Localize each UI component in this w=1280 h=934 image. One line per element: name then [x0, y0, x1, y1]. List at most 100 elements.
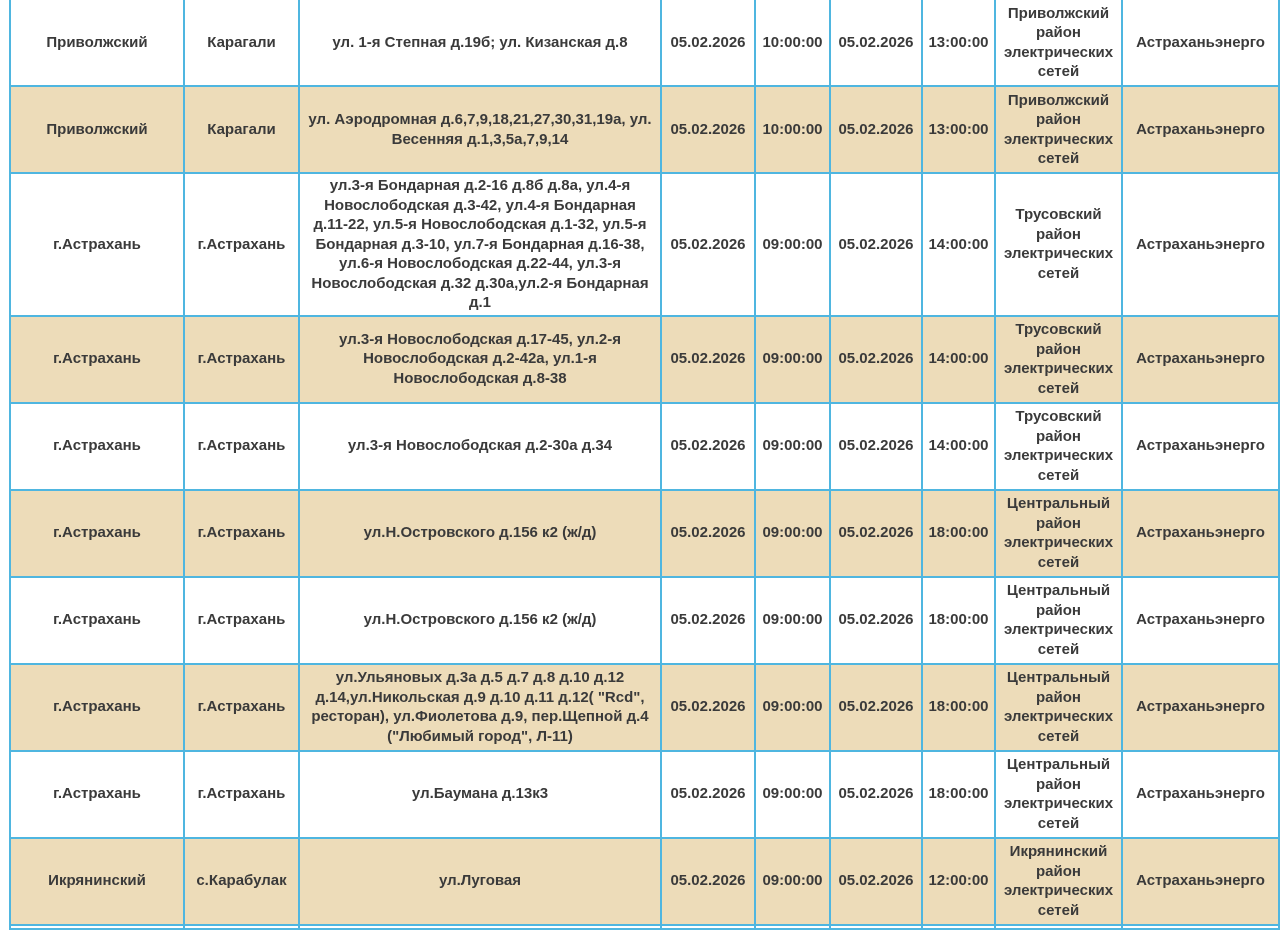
cell-grid-district: Центральный район электрических сетей	[994, 662, 1123, 752]
cell-district: Приволжский	[9, 0, 185, 87]
cell-district: г.Астрахань	[9, 314, 185, 404]
cell-settlement: г.Астрахань	[183, 401, 300, 491]
cell-settlement: г.Астрахань	[183, 575, 300, 665]
cell-end-time: 13:00:00	[921, 85, 996, 174]
cell-grid-district: Центральный район электрических сетей	[994, 575, 1123, 665]
cell-streets: ул.Луговая	[298, 836, 662, 926]
cell-streets: ул.Н.Островского д.156 к2 (ж/д)	[298, 488, 662, 578]
cell-empty	[921, 923, 996, 930]
cell-company: Астраханьэнерго	[1121, 314, 1280, 404]
cell-settlement: Карагали	[183, 0, 300, 87]
cell-settlement: г.Астрахань	[183, 749, 300, 839]
cell-settlement: Карагали	[183, 85, 300, 174]
outage-schedule-table: Приволжский Карагали ул. 1-я Степная д.19б…	[9, 0, 1280, 930]
cell-end-time: 14:00:00	[921, 401, 996, 491]
cell-start-time: 09:00:00	[754, 575, 831, 665]
cell-grid-district: Приволжский район электрических сетей	[994, 0, 1123, 87]
cell-end-date: 05.02.2026	[829, 172, 923, 317]
cell-empty	[754, 923, 831, 930]
cell-start-date: 05.02.2026	[660, 488, 756, 578]
cell-settlement: г.Астрахань	[183, 172, 300, 317]
cell-district: г.Астрахань	[9, 488, 185, 578]
cell-end-date: 05.02.2026	[829, 314, 923, 404]
cell-company: Астраханьэнерго	[1121, 836, 1280, 926]
cell-end-date: 05.02.2026	[829, 488, 923, 578]
table-row: Приволжский Карагали ул. 1-я Степная д.19б…	[9, 0, 1280, 87]
cell-end-date: 05.02.2026	[829, 836, 923, 926]
cell-streets: ул.Ульяновых д.3а д.5 д.7 д.8 д.10 д.12 …	[298, 662, 662, 752]
cell-settlement: г.Астрахань	[183, 314, 300, 404]
cell-grid-district: Центральный район электрических сетей	[994, 488, 1123, 578]
cell-streets: ул. Аэродромная д.6,7,9,18,21,27,30,31,1…	[298, 85, 662, 174]
cell-empty	[1121, 923, 1280, 930]
cell-empty	[183, 923, 300, 930]
table-body: Приволжский Карагали ул. 1-я Степная д.19б…	[9, 0, 1280, 930]
cell-streets: ул. 1-я Степная д.19б; ул. Кизанская д.8	[298, 0, 662, 87]
table-row-partial	[9, 923, 1280, 930]
cell-end-date: 05.02.2026	[829, 0, 923, 87]
cell-grid-district: Центральный район электрических сетей	[994, 749, 1123, 839]
cell-start-date: 05.02.2026	[660, 749, 756, 839]
cell-district: г.Астрахань	[9, 662, 185, 752]
table-row: Приволжский Карагали ул. Аэродромная д.6,7…	[9, 85, 1280, 174]
cell-district: г.Астрахань	[9, 172, 185, 317]
cell-start-time: 10:00:00	[754, 85, 831, 174]
cell-company: Астраханьэнерго	[1121, 662, 1280, 752]
cell-end-time: 14:00:00	[921, 314, 996, 404]
cell-company: Астраханьэнерго	[1121, 85, 1280, 174]
cell-streets: ул.3-я Новослободская д.17-45, ул.2-я Но…	[298, 314, 662, 404]
cell-end-time: 18:00:00	[921, 749, 996, 839]
outage-schedule-table-wrap: Приволжский Карагали ул. 1-я Степная д.19б…	[9, 0, 1280, 930]
table-row: г.Астрахань г.Астрахань ул.Баумана д.13к3 0…	[9, 749, 1280, 839]
cell-end-date: 05.02.2026	[829, 575, 923, 665]
cell-start-time: 09:00:00	[754, 749, 831, 839]
cell-empty	[9, 923, 185, 930]
cell-settlement: г.Астрахань	[183, 662, 300, 752]
cell-settlement: г.Астрахань	[183, 488, 300, 578]
cell-end-date: 05.02.2026	[829, 662, 923, 752]
cell-start-date: 05.02.2026	[660, 172, 756, 317]
cell-grid-district: Трусовский район электрических сетей	[994, 172, 1123, 317]
cell-streets: ул.3-я Бондарная д.2-16 д.8б д.8а, ул.4-…	[298, 172, 662, 317]
cell-company: Астраханьэнерго	[1121, 575, 1280, 665]
cell-settlement: с.Карабулак	[183, 836, 300, 926]
cell-end-time: 18:00:00	[921, 488, 996, 578]
cell-start-time: 09:00:00	[754, 488, 831, 578]
cell-empty	[829, 923, 923, 930]
cell-grid-district: Приволжский район электрических сетей	[994, 85, 1123, 174]
table-row: г.Астрахань г.Астрахань ул.3-я Новослободс…	[9, 314, 1280, 404]
cell-company: Астраханьэнерго	[1121, 749, 1280, 839]
cell-empty	[660, 923, 756, 930]
table-row: г.Астрахань г.Астрахань ул.3-я Новослободс…	[9, 401, 1280, 491]
cell-company: Астраханьэнерго	[1121, 172, 1280, 317]
cell-grid-district: Трусовский район электрических сетей	[994, 401, 1123, 491]
cell-start-time: 09:00:00	[754, 172, 831, 317]
cell-start-date: 05.02.2026	[660, 0, 756, 87]
table-row: г.Астрахань г.Астрахань ул.Н.Островского д…	[9, 575, 1280, 665]
cell-district: Приволжский	[9, 85, 185, 174]
cell-start-date: 05.02.2026	[660, 662, 756, 752]
cell-start-time: 10:00:00	[754, 0, 831, 87]
cell-start-date: 05.02.2026	[660, 836, 756, 926]
cell-end-time: 13:00:00	[921, 0, 996, 87]
table-row: г.Астрахань г.Астрахань ул.Ульяновых д.3а …	[9, 662, 1280, 752]
cell-end-date: 05.02.2026	[829, 401, 923, 491]
cell-end-date: 05.02.2026	[829, 749, 923, 839]
cell-company: Астраханьэнерго	[1121, 0, 1280, 87]
cell-start-date: 05.02.2026	[660, 401, 756, 491]
cell-end-time: 18:00:00	[921, 662, 996, 752]
cell-grid-district: Трусовский район электрических сетей	[994, 314, 1123, 404]
cell-company: Астраханьэнерго	[1121, 401, 1280, 491]
cell-start-date: 05.02.2026	[660, 575, 756, 665]
cell-end-time: 12:00:00	[921, 836, 996, 926]
cell-end-date: 05.02.2026	[829, 85, 923, 174]
cell-start-date: 05.02.2026	[660, 314, 756, 404]
cell-streets: ул.Баумана д.13к3	[298, 749, 662, 839]
cell-start-time: 09:00:00	[754, 662, 831, 752]
cell-streets: ул.3-я Новослободская д.2-30а д.34	[298, 401, 662, 491]
cell-streets: ул.Н.Островского д.156 к2 (ж/д)	[298, 575, 662, 665]
cell-start-time: 09:00:00	[754, 836, 831, 926]
table-row: г.Астрахань г.Астрахань ул.3-я Бондарная д…	[9, 172, 1280, 317]
table-row: г.Астрахань г.Астрахань ул.Н.Островского д…	[9, 488, 1280, 578]
cell-empty	[298, 923, 662, 930]
